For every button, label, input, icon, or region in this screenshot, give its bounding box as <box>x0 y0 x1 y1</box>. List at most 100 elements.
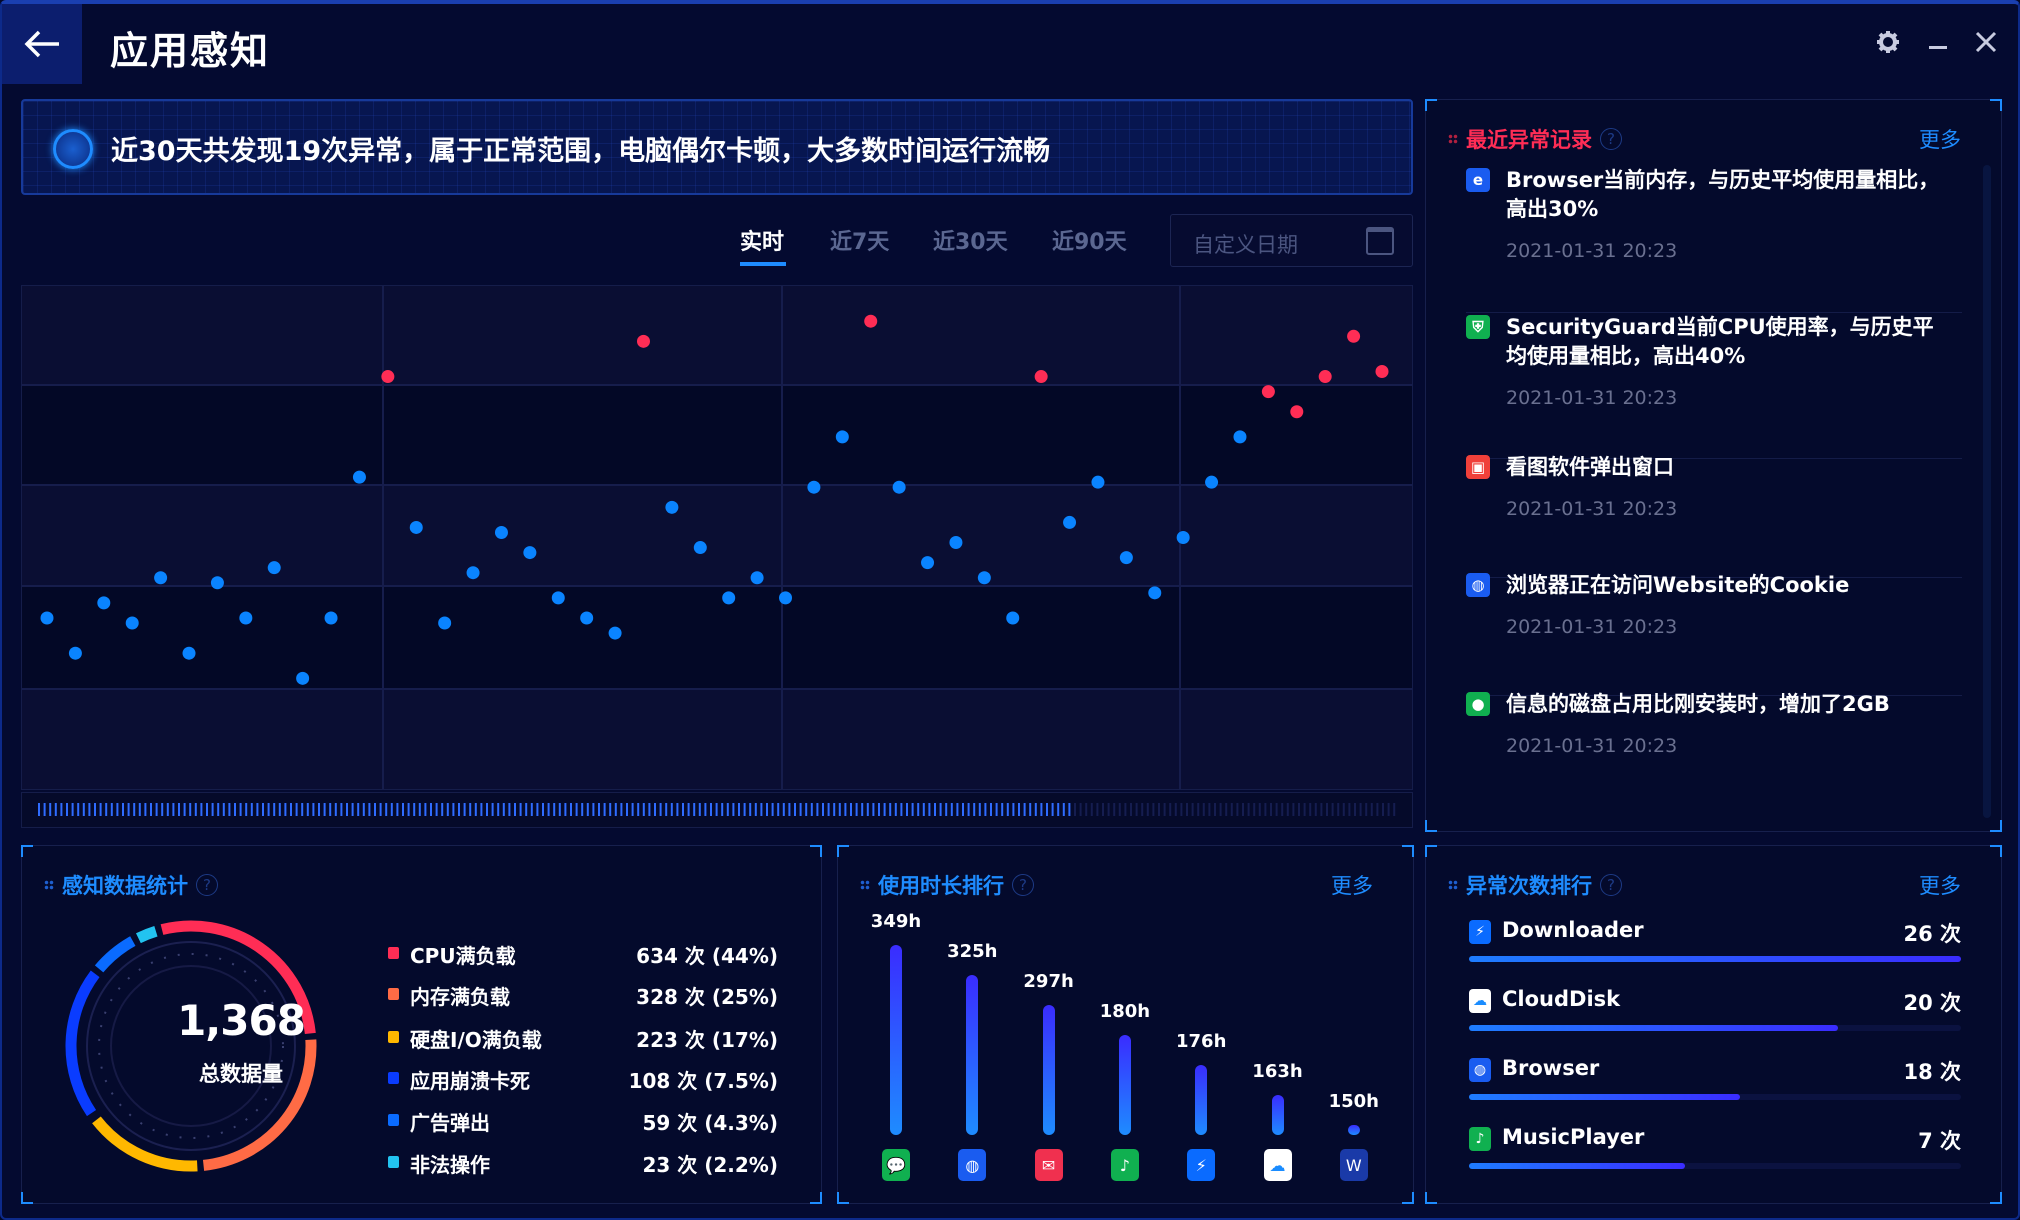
anomaly-point[interactable] <box>1290 405 1304 419</box>
message-icon[interactable]: 💬 <box>882 1149 910 1181</box>
data-point[interactable] <box>97 596 111 610</box>
usage-bar[interactable] <box>1271 1095 1284 1135</box>
donut-slice[interactable] <box>92 1116 198 1172</box>
data-point[interactable] <box>210 576 224 590</box>
data-point[interactable] <box>892 480 906 494</box>
data-point[interactable] <box>551 591 565 605</box>
more-link[interactable]: 更多 <box>1919 874 1961 898</box>
data-point[interactable] <box>239 611 253 625</box>
custom-date-input[interactable]: 自定义日期 <box>1170 214 1413 267</box>
donut-slice[interactable] <box>160 920 316 1035</box>
donut-slice[interactable] <box>202 1039 317 1171</box>
data-point[interactable] <box>580 611 594 625</box>
timeline-tick <box>883 803 886 816</box>
data-point[interactable] <box>1063 515 1077 529</box>
usage-bar[interactable] <box>1347 1125 1360 1135</box>
tab-realtime[interactable]: 实时 <box>740 230 785 255</box>
timeline-tick <box>1018 803 1020 816</box>
tab-30-days[interactable]: 近30天 <box>933 230 1008 255</box>
anomaly-point[interactable] <box>1318 370 1332 384</box>
data-point[interactable] <box>182 646 196 660</box>
data-point[interactable] <box>409 520 423 534</box>
data-point[interactable] <box>835 430 849 444</box>
data-point[interactable] <box>693 541 707 555</box>
data-point[interactable] <box>779 591 793 605</box>
data-point[interactable] <box>267 561 281 575</box>
data-point[interactable] <box>296 671 310 685</box>
anomaly-point[interactable] <box>864 314 878 328</box>
data-point[interactable] <box>722 591 736 605</box>
records-scrollbar[interactable] <box>1983 165 1991 818</box>
lightning-icon[interactable]: ⚡ <box>1187 1149 1216 1181</box>
mail-icon[interactable]: ✉ <box>1034 1149 1063 1181</box>
anomaly-point[interactable] <box>1347 329 1361 343</box>
data-point[interactable] <box>438 616 452 630</box>
data-point[interactable] <box>1205 475 1219 489</box>
timeline-scrubber[interactable] <box>21 792 1413 828</box>
more-link[interactable]: 更多 <box>1331 874 1373 898</box>
legend-swatch <box>388 1114 399 1126</box>
help-icon[interactable]: ? <box>1600 874 1622 896</box>
data-point[interactable] <box>1006 611 1020 625</box>
tab-7-days[interactable]: 近7天 <box>830 230 890 255</box>
donut-slice[interactable] <box>94 936 136 973</box>
donut-slice[interactable] <box>65 970 100 1117</box>
help-icon[interactable]: ? <box>196 874 218 896</box>
music-icon[interactable]: ♪ <box>1110 1149 1139 1181</box>
usage-bar[interactable] <box>966 975 979 1135</box>
usage-bar[interactable] <box>1118 1035 1131 1135</box>
data-point[interactable] <box>125 616 139 630</box>
anomaly-point[interactable] <box>1375 365 1389 379</box>
timeline-tick <box>1046 803 1048 816</box>
anomaly-point[interactable] <box>1034 370 1048 384</box>
data-point[interactable] <box>68 646 82 660</box>
timeline-tick <box>855 803 858 816</box>
data-point[interactable] <box>807 480 821 494</box>
usage-bar[interactable] <box>1195 1065 1208 1135</box>
document-icon[interactable]: W <box>1339 1149 1368 1181</box>
record-text: Browser当前内存，与历史平均使用量相比，高出30% <box>1506 168 1940 221</box>
data-point[interactable] <box>949 536 963 550</box>
cloud-icon[interactable]: ☁ <box>1263 1149 1292 1181</box>
progress-fill <box>1469 1094 1740 1100</box>
data-point[interactable] <box>750 571 764 585</box>
data-point[interactable] <box>665 500 679 514</box>
timeline-tick <box>1158 803 1160 816</box>
data-point[interactable] <box>1119 551 1133 565</box>
data-point[interactable] <box>1091 475 1105 489</box>
data-point[interactable] <box>1148 586 1162 600</box>
data-point[interactable] <box>494 525 508 539</box>
anomaly-point[interactable] <box>636 334 650 348</box>
anomaly-point[interactable] <box>1261 385 1275 399</box>
anomaly-point[interactable] <box>381 370 395 384</box>
data-point[interactable] <box>523 546 537 560</box>
settings-button[interactable] <box>1870 24 1906 60</box>
data-point[interactable] <box>977 571 991 585</box>
donut-slice[interactable] <box>135 925 158 944</box>
data-point[interactable] <box>324 611 338 625</box>
close-button[interactable] <box>1968 24 2004 60</box>
usage-bar[interactable] <box>1042 1005 1055 1135</box>
timeline-tick <box>1359 803 1362 816</box>
minimize-button[interactable] <box>1920 24 1956 60</box>
more-link[interactable]: 更多 <box>1919 128 1961 152</box>
timeline-tick <box>956 803 959 816</box>
data-point[interactable] <box>352 470 366 484</box>
tab-90-days[interactable]: 近90天 <box>1052 230 1127 255</box>
data-point[interactable] <box>608 626 622 640</box>
progress-track <box>1469 1094 1961 1100</box>
timeline-tick <box>760 803 763 816</box>
timeline-tick <box>127 803 130 816</box>
data-point[interactable] <box>154 571 168 585</box>
globe-icon[interactable]: ◍ <box>958 1149 987 1181</box>
recent-anomalies-header: 最近异常记录 ? <box>1448 124 1622 154</box>
data-point[interactable] <box>1233 430 1247 444</box>
help-icon[interactable]: ? <box>1600 128 1622 150</box>
back-button[interactable] <box>2 4 82 84</box>
data-point[interactable] <box>921 556 935 570</box>
help-icon[interactable]: ? <box>1012 874 1034 896</box>
data-point[interactable] <box>466 566 480 580</box>
data-point[interactable] <box>40 611 54 625</box>
usage-bar[interactable] <box>890 945 902 1135</box>
data-point[interactable] <box>1176 531 1190 544</box>
